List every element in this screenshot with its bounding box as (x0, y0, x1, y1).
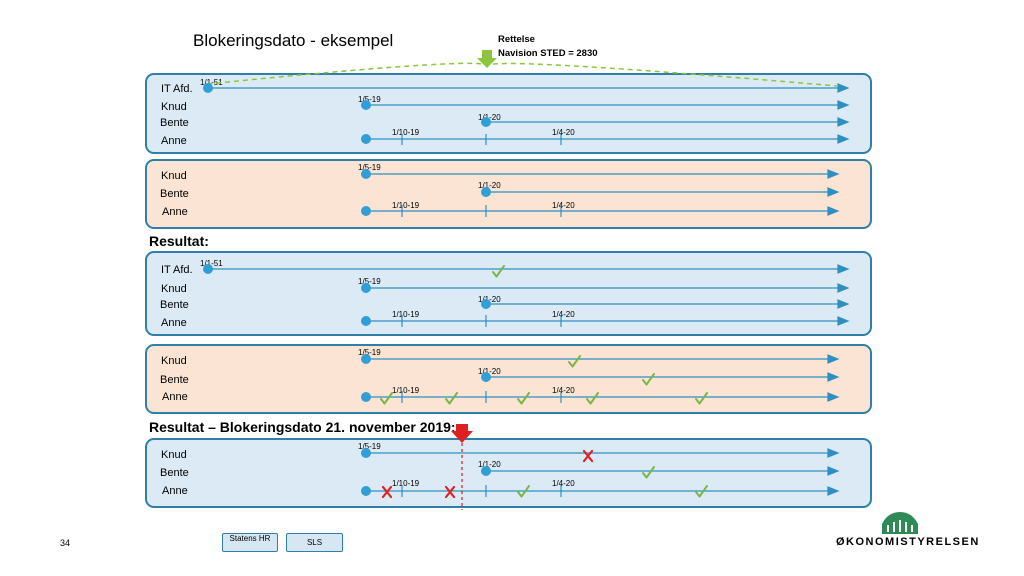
logo-wordmark: ØKONOMISTYRELSEN (836, 536, 980, 548)
start-dot (481, 187, 491, 197)
date-label: 1/4-20 (552, 386, 575, 395)
blocking-date-marker-icon (451, 424, 473, 510)
check-icon (695, 392, 708, 405)
panel-result-peach (145, 344, 872, 414)
date-label: 1/5-19 (358, 277, 381, 286)
start-dot (203, 264, 213, 274)
row-label-anne: Anne (161, 317, 187, 329)
date-label: 1/4-20 (552, 479, 575, 488)
row-label-bente: Bente (160, 467, 189, 479)
check-icon (492, 265, 505, 278)
check-icon (380, 392, 393, 405)
date-label: 1/4-20 (552, 201, 575, 210)
start-dot (481, 299, 491, 309)
sls-button[interactable]: SLS (286, 533, 343, 552)
row-label-knud: Knud (161, 170, 187, 182)
row-label-it-afd: IT Afd. (161, 264, 193, 276)
start-dot (481, 466, 491, 476)
date-label: 1/10-19 (392, 128, 420, 137)
start-dot (361, 354, 371, 364)
date-label: 1/1-20 (478, 181, 501, 190)
row-label-knud: Knud (161, 449, 187, 461)
row-label-anne: Anne (162, 206, 188, 218)
row-label-it-afd: IT Afd. (161, 83, 193, 95)
crown-logo-icon (882, 512, 918, 534)
panel-block-blue (145, 438, 872, 508)
date-label: 1/1-20 (478, 460, 501, 469)
start-dot (361, 134, 371, 144)
check-icon (517, 392, 530, 405)
date-label: 1/1-51 (200, 78, 223, 87)
check-icon (445, 392, 458, 405)
cross-icon (381, 485, 393, 499)
correction-note-line1: Rettelse (498, 34, 535, 45)
statens-hr-button[interactable]: Statens HR (222, 533, 278, 552)
date-label: 1/4-20 (552, 128, 575, 137)
row-label-bente: Bente (160, 374, 189, 386)
date-label: 1/5-19 (358, 442, 381, 451)
dashed-arc (206, 62, 838, 87)
result-heading: Resultat: (149, 233, 209, 249)
row-label-bente: Bente (160, 299, 189, 311)
start-dot (361, 316, 371, 326)
start-dot (361, 206, 371, 216)
page-title: Blokeringsdato - eksempel (193, 31, 394, 50)
check-icon (642, 373, 655, 386)
start-dot (481, 117, 491, 127)
start-dot (361, 283, 371, 293)
check-icon (642, 466, 655, 479)
check-icon (568, 355, 581, 368)
date-label: 1/5-19 (358, 163, 381, 172)
row-label-bente: Bente (160, 117, 189, 129)
date-label: 1/5-19 (358, 95, 381, 104)
date-label: 1/1-20 (478, 113, 501, 122)
date-label: 1/1-20 (478, 367, 501, 376)
date-label: 1/10-19 (392, 386, 420, 395)
date-label: 1/4-20 (552, 310, 575, 319)
row-label-knud: Knud (161, 283, 187, 295)
start-dot (203, 83, 213, 93)
correction-note: Rettelse Navision STED = 2830 (498, 33, 598, 61)
result-block-heading: Resultat – Blokeringsdato 21. november 2… (149, 419, 456, 435)
start-dot (361, 392, 371, 402)
date-label: 1/1-51 (200, 259, 223, 268)
page-number: 34 (60, 538, 71, 548)
row-label-anne: Anne (162, 485, 188, 497)
cross-icon (444, 485, 456, 499)
panel-original-peach (145, 159, 872, 229)
date-label: 1/5-19 (358, 348, 381, 357)
row-label-anne: Anne (161, 135, 187, 147)
start-dot (361, 100, 371, 110)
panel-result-blue (145, 251, 872, 336)
row-label-knud: Knud (161, 355, 187, 367)
start-dot (361, 448, 371, 458)
start-dot (361, 486, 371, 496)
row-label-anne: Anne (162, 391, 188, 403)
correction-note-line2: Navision STED = 2830 (498, 48, 598, 59)
start-dots (203, 83, 491, 496)
row-label-knud: Knud (161, 101, 187, 113)
row-label-bente: Bente (160, 188, 189, 200)
date-label: 1/10-19 (392, 310, 420, 319)
panel-original-blue (145, 73, 872, 154)
date-label: 1/10-19 (392, 201, 420, 210)
start-dot (481, 372, 491, 382)
start-dot (361, 169, 371, 179)
check-icon (586, 392, 599, 405)
date-label: 1/1-20 (478, 295, 501, 304)
green-down-arrow-icon (477, 50, 497, 68)
date-label: 1/10-19 (392, 479, 420, 488)
